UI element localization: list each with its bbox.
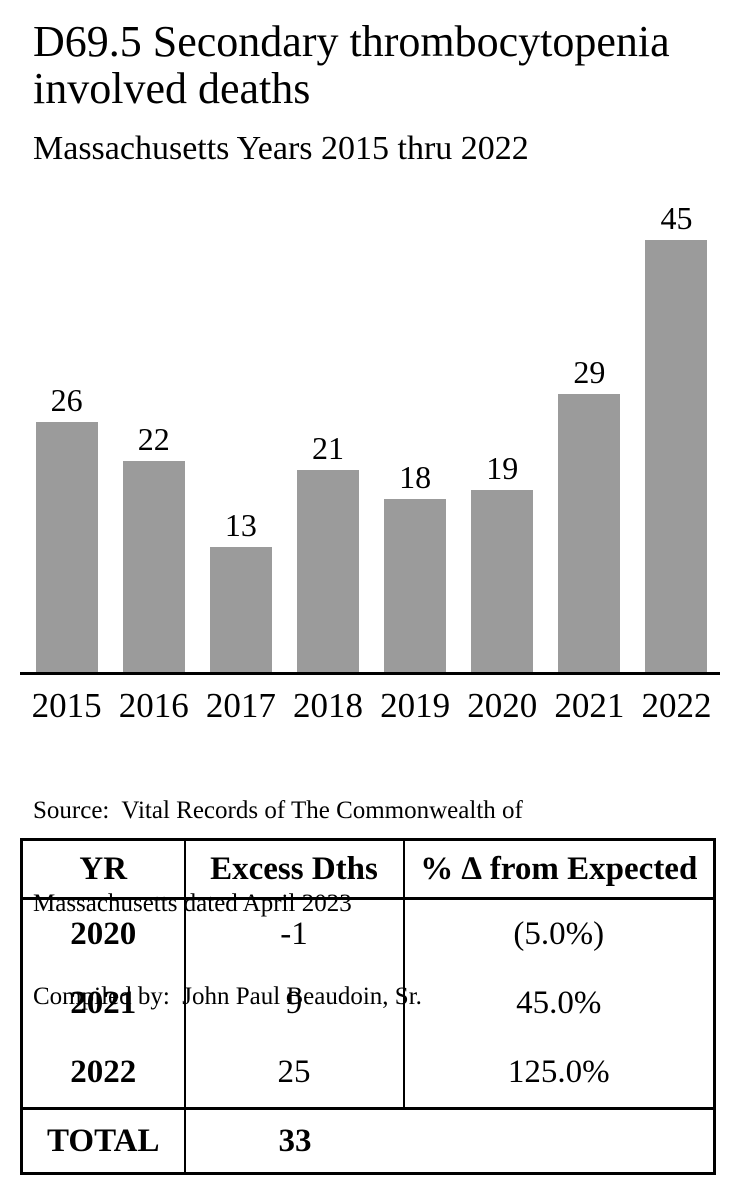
x-tick-label: 2017 bbox=[205, 686, 276, 725]
bar-value-label: 19 bbox=[486, 449, 519, 486]
cell-pct: (5.0%) bbox=[402, 898, 716, 969]
page-title: D69.5 Secondary thrombocytopenia involve… bbox=[33, 17, 670, 113]
cell-pct: 45.0% bbox=[402, 969, 716, 1038]
x-tick-label: 2020 bbox=[467, 686, 538, 725]
x-axis-line bbox=[20, 672, 720, 675]
bar-column: 26 bbox=[23, 384, 110, 672]
x-tick-label: 2018 bbox=[292, 686, 363, 725]
col-header-yr: YR bbox=[20, 838, 186, 900]
cell-excess: 9 bbox=[183, 969, 405, 1038]
bar-column: 45 bbox=[633, 202, 720, 672]
col-header-excess-dths: Excess Dths bbox=[183, 838, 405, 900]
bar-2022 bbox=[645, 240, 708, 672]
cell-year: 2022 bbox=[20, 1038, 186, 1109]
x-tick-label: 2021 bbox=[554, 686, 625, 725]
cell-excess: 25 bbox=[183, 1038, 405, 1109]
table-header-row: YR Excess Dths % ∆ from Expected bbox=[20, 838, 716, 900]
bar-value-label: 29 bbox=[573, 353, 606, 390]
bar-column: 19 bbox=[459, 452, 546, 672]
bars-container: 26 22 13 21 18 19 29 45 bbox=[23, 200, 720, 672]
x-tick-label: 2016 bbox=[118, 686, 189, 725]
bar-2019 bbox=[384, 499, 447, 672]
bar-column: 29 bbox=[546, 356, 633, 672]
x-axis-labels: 2015 2016 2017 2018 2019 2020 2021 2022 bbox=[23, 688, 720, 723]
x-tick-label: 2015 bbox=[31, 686, 102, 725]
table-row: 2022 25 125.0% bbox=[20, 1038, 716, 1109]
total-value-cell: 33 bbox=[183, 1107, 716, 1175]
bar-2018 bbox=[296, 470, 359, 672]
x-tick-label: 2022 bbox=[641, 686, 712, 725]
bar-2017 bbox=[209, 547, 272, 672]
bar-2021 bbox=[558, 393, 621, 672]
bar-column: 22 bbox=[110, 423, 197, 672]
cell-year: 2020 bbox=[20, 898, 186, 969]
total-value: 33 bbox=[278, 1122, 312, 1159]
col-header-pct-delta: % ∆ from Expected bbox=[402, 838, 716, 900]
bar-column: 18 bbox=[372, 461, 459, 672]
cell-year: 2021 bbox=[20, 969, 186, 1038]
bar-value-label: 26 bbox=[50, 382, 83, 419]
cell-pct: 125.0% bbox=[402, 1038, 716, 1109]
source-line-1: Source: Vital Records of The Commonwealt… bbox=[33, 797, 523, 824]
table-row: 2020 -1 (5.0%) bbox=[20, 898, 716, 969]
bar-value-label: 45 bbox=[660, 200, 693, 236]
bar-column: 21 bbox=[284, 432, 371, 672]
bar-2016 bbox=[122, 460, 185, 672]
bar-value-label: 22 bbox=[137, 420, 170, 457]
bar-column: 13 bbox=[197, 509, 284, 672]
total-row: TOTAL 33 bbox=[20, 1107, 716, 1175]
table-row: 2021 9 45.0% bbox=[20, 969, 716, 1038]
total-label: TOTAL bbox=[20, 1107, 186, 1175]
bar-2020 bbox=[471, 489, 534, 672]
bar-value-label: 13 bbox=[224, 507, 257, 544]
x-tick-label: 2019 bbox=[380, 686, 451, 725]
cell-excess: -1 bbox=[183, 898, 405, 969]
bar-value-label: 21 bbox=[311, 430, 344, 467]
bar-2015 bbox=[35, 422, 98, 672]
excess-deaths-table: YR Excess Dths % ∆ from Expected 2020 -1… bbox=[20, 838, 716, 1175]
page-subtitle: Massachusetts Years 2015 thru 2022 bbox=[33, 130, 529, 167]
bar-value-label: 18 bbox=[399, 459, 432, 496]
